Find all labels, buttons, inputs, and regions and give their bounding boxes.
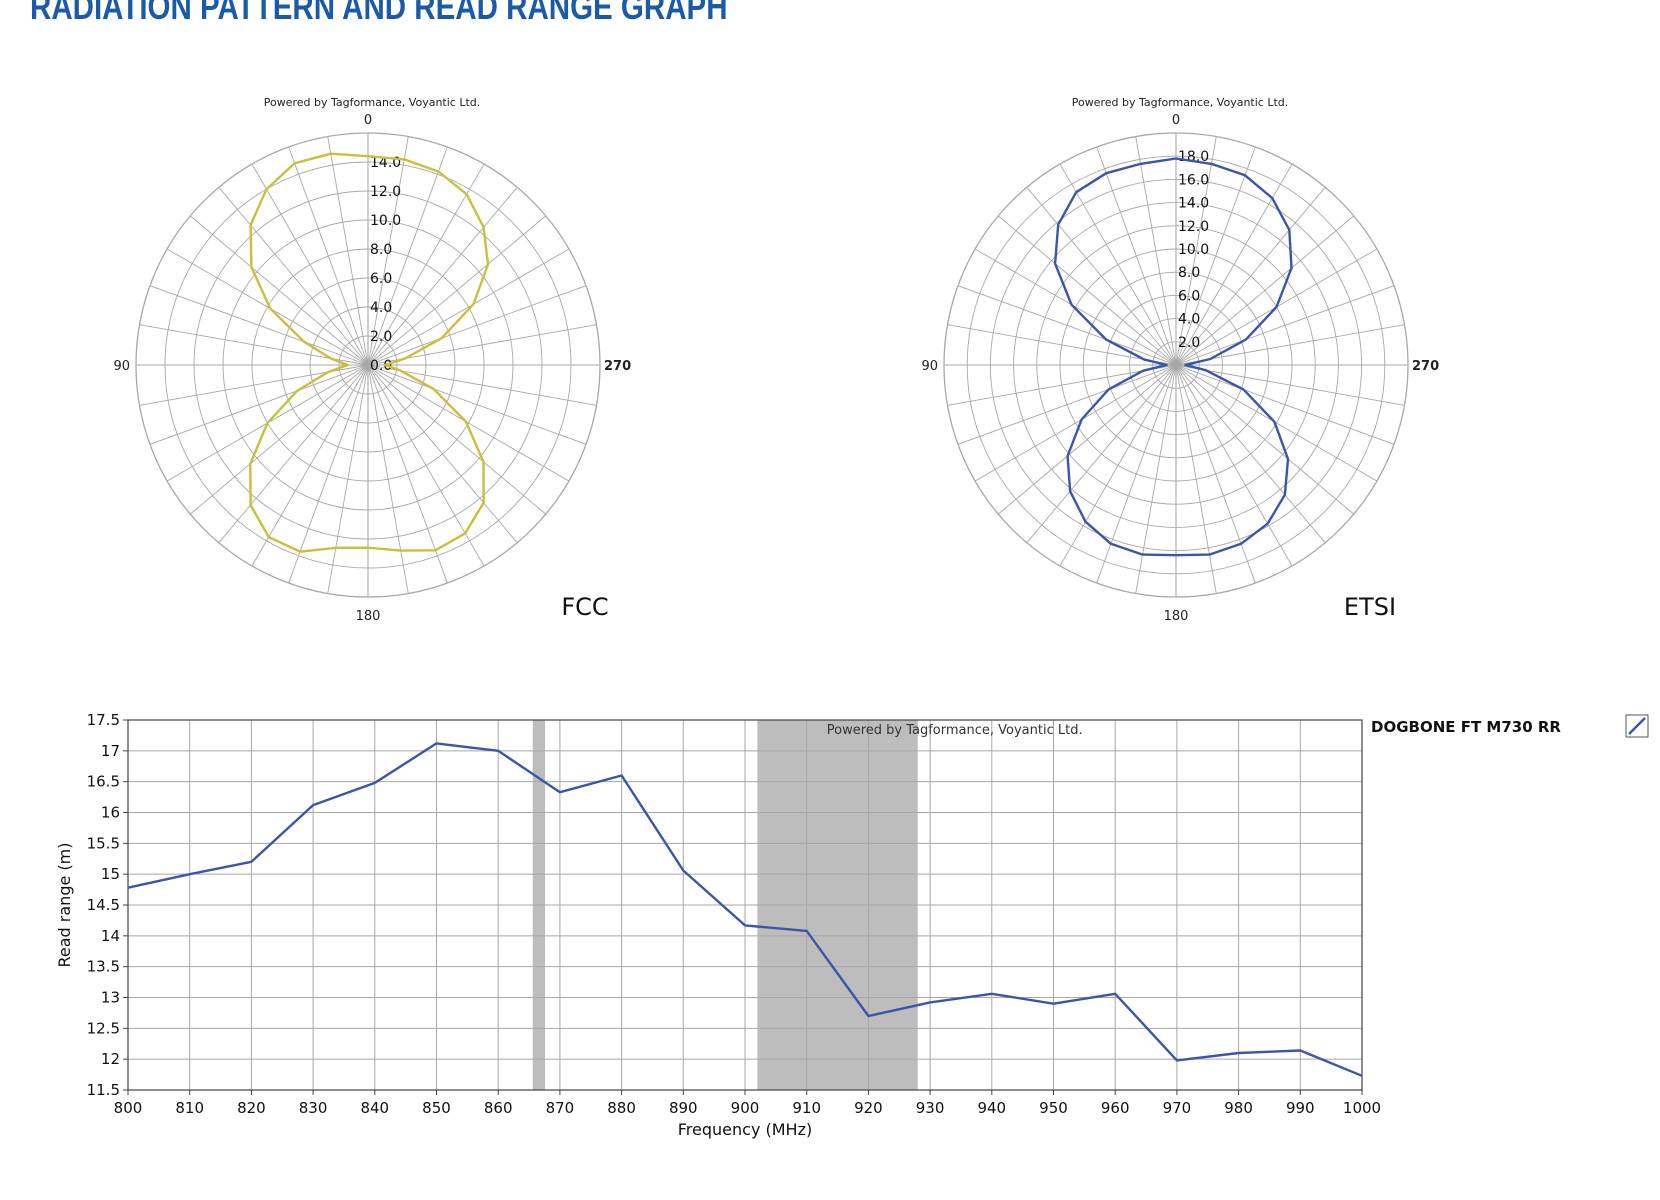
angle-label: 0	[1172, 113, 1180, 128]
x-tick-label: 1000	[1343, 1099, 1381, 1117]
polar-ring	[989, 178, 1363, 552]
y-axis-label: Read range (m)	[55, 843, 74, 968]
x-tick-label: 950	[1039, 1099, 1068, 1117]
polar-ring	[164, 161, 572, 569]
x-tick-label: 840	[360, 1099, 389, 1117]
polar-ring	[193, 190, 543, 540]
polar-ring	[338, 335, 398, 395]
polar-caption: ETSI	[1344, 593, 1396, 621]
y-tick-label: 16.5	[87, 773, 120, 791]
polar-ring	[1152, 341, 1200, 389]
series-line	[127, 742, 1363, 1077]
legend: DOGBONE FT M730 RR	[1371, 714, 1649, 738]
x-tick-label: 980	[1224, 1099, 1253, 1117]
polar-series-line	[249, 152, 490, 553]
polar-ring	[966, 155, 1386, 575]
x-tick-label: 900	[731, 1099, 760, 1117]
polar-chart-etsi: Powered by Tagformance, Voyantic Ltd. 0 90…	[921, 96, 1439, 624]
x-tick-label: 830	[299, 1099, 328, 1117]
x-tick-label: 880	[607, 1099, 636, 1117]
x-tick-label: 890	[669, 1099, 698, 1117]
radial-tick-label: 8.0	[1178, 265, 1200, 281]
y-tick-label: 12	[101, 1050, 120, 1068]
radial-tick-label: 14.0	[1178, 196, 1209, 212]
page-title: RADIATION PATTERN AND READ RANGE GRAPH	[30, 0, 728, 27]
x-tick-label: 940	[977, 1099, 1006, 1117]
angle-label: 180	[356, 609, 381, 624]
polar-ring	[1036, 225, 1316, 505]
radial-tick-label: 10.0	[1178, 242, 1209, 258]
radial-tick-label: 8.0	[370, 242, 392, 258]
x-tick-label: 810	[175, 1099, 204, 1117]
y-tick-label: 16	[101, 804, 120, 822]
y-tick-label: 17.5	[87, 711, 120, 729]
radial-tick-label: 12.0	[370, 184, 401, 200]
angle-label: 270	[1412, 359, 1439, 374]
x-tick-label: 870	[546, 1099, 575, 1117]
polar-ring	[309, 306, 427, 424]
radial-tick-label: 6.0	[1178, 288, 1200, 304]
polar-chart-fcc: Powered by Tagformance, Voyantic Ltd. 0 90…	[113, 96, 631, 624]
x-tick-label: 850	[422, 1099, 451, 1117]
y-tick-label: 12.5	[87, 1019, 120, 1037]
x-tick-label: 860	[484, 1099, 513, 1117]
polar-ring	[135, 132, 601, 598]
radial-tick-label: 2.0	[1178, 335, 1200, 351]
chart-credit: Powered by Tagformance, Voyantic Ltd.	[264, 96, 481, 109]
polar-ring	[1129, 318, 1223, 412]
x-tick-label: 910	[792, 1099, 821, 1117]
polar-caption: FCC	[561, 593, 608, 621]
x-axis-label: Frequency (MHz)	[678, 1120, 812, 1139]
angle-label: 270	[604, 359, 631, 374]
y-tick-label: 14.5	[87, 896, 120, 914]
radial-tick-label: 10.0	[370, 213, 401, 229]
y-tick-label: 14	[101, 927, 120, 945]
chart-credit: Powered by Tagformance, Voyantic Ltd.	[1072, 96, 1289, 109]
radial-tick-label: 6.0	[370, 271, 392, 287]
polar-ring	[1013, 202, 1339, 528]
y-tick-label: 13.5	[87, 958, 120, 976]
x-tick-label: 800	[114, 1099, 143, 1117]
polar-ring	[222, 219, 514, 511]
polar-ring	[1059, 248, 1293, 482]
radial-tick-label: 16.0	[1178, 172, 1209, 188]
polar-ring	[1105, 294, 1247, 436]
y-tick-label: 15	[101, 865, 120, 883]
polar-ring	[943, 132, 1409, 598]
angle-label: 0	[364, 113, 372, 128]
x-tick-label: 990	[1286, 1099, 1315, 1117]
polar-ring	[1082, 271, 1270, 459]
polar-ring	[251, 248, 485, 482]
x-tick-label: 920	[854, 1099, 883, 1117]
polar-ring	[280, 277, 456, 453]
radial-tick-label: 0.0	[370, 358, 392, 374]
y-tick-label: 13	[101, 989, 120, 1007]
x-tick-label: 820	[237, 1099, 266, 1117]
radial-tick-label: 4.0	[370, 300, 392, 316]
x-tick-label: 970	[1163, 1099, 1192, 1117]
angle-label: 180	[1164, 609, 1189, 624]
chart-credit: Powered by Tagformance, Voyantic Ltd.	[827, 723, 1083, 738]
line-chart: 800 810 820 830 840 850 860 870 880 890 900 910 920 9…	[55, 711, 1649, 1139]
radial-tick-label: 2.0	[370, 329, 392, 345]
y-tick-label: 11.5	[87, 1081, 120, 1099]
y-tick-label: 15.5	[87, 834, 120, 852]
radial-tick-label: 12.0	[1178, 219, 1209, 235]
polar-series-line	[1053, 157, 1293, 557]
y-tick-label: 17	[101, 742, 120, 760]
angle-label: 90	[113, 359, 130, 374]
x-tick-label: 930	[916, 1099, 945, 1117]
angle-label: 90	[921, 359, 938, 374]
legend-label: DOGBONE FT M730 RR	[1371, 718, 1561, 736]
legend-swatch-icon	[1628, 717, 1646, 735]
radial-tick-label: 4.0	[1178, 312, 1200, 328]
x-tick-label: 960	[1101, 1099, 1130, 1117]
